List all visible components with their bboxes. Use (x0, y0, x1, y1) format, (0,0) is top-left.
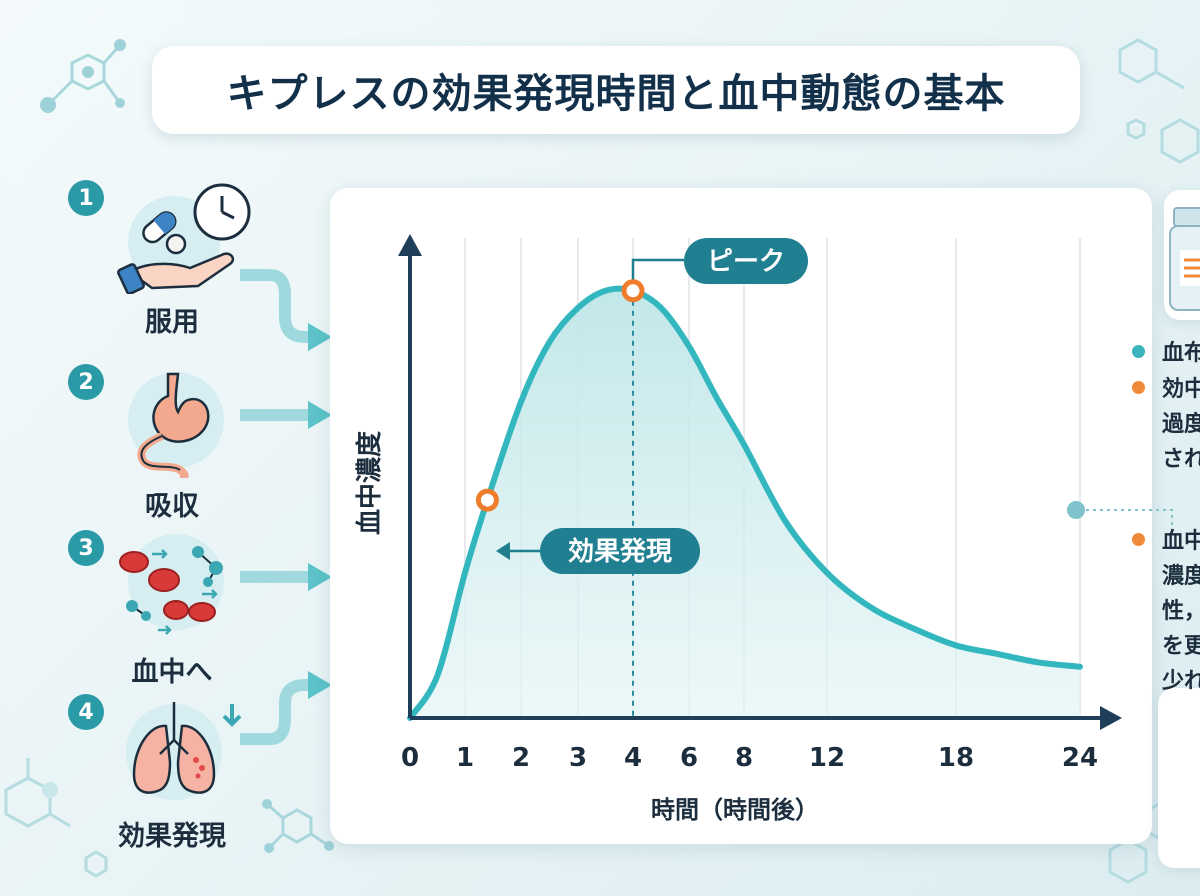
legend-text: 効中 過度 され (1162, 377, 1200, 472)
onset-marker (475, 488, 499, 512)
step-number-badge: 2 (68, 364, 104, 400)
legend-dot (1132, 533, 1145, 546)
step-label: 血中へ (131, 657, 213, 688)
step-intake: 1 服用 (60, 180, 290, 350)
step-label: 吸収 (145, 491, 199, 522)
x-tick-label: 3 (569, 743, 587, 773)
step-number-badge: 4 (68, 694, 104, 730)
step-onset: 4 効果発現 (60, 694, 290, 864)
x-tick-label: 6 (680, 743, 698, 773)
legend-dot (1132, 381, 1145, 394)
concentration-area (410, 288, 1080, 718)
x-tick-label: 8 (735, 743, 753, 773)
stomach-icon (128, 372, 224, 478)
x-tick-label: 24 (1062, 743, 1098, 773)
y-axis-label: 血中濃度 (354, 431, 385, 535)
hand-pill-clock-icon (117, 183, 251, 294)
step-label: 効果発現 (118, 821, 226, 852)
step-absorption: 2 吸収 (60, 364, 290, 534)
onset-label: 効果発現 (568, 536, 672, 567)
y-axis (398, 234, 422, 718)
lungs-icon (126, 702, 242, 800)
legend-text: 血中 濃度 性， を更 少れ (1162, 529, 1200, 694)
x-tick-label: 1 (456, 743, 474, 773)
x-tick-label: 18 (938, 743, 974, 773)
onset-annotation: 効果発現 (496, 528, 700, 574)
molecule-decoration-bottom-icon (262, 799, 334, 853)
arrow-step1-icon (240, 269, 311, 343)
connector-dot-icon (1067, 501, 1173, 528)
medicine-bottle-icon (1169, 207, 1200, 311)
x-tick-label: 2 (512, 743, 530, 773)
page-title: キプレスの効果発現時間と血中動態の基本 (226, 71, 1006, 117)
flow-arrows (240, 269, 332, 745)
legend-dot (1132, 345, 1145, 358)
concentration-time-chart: 0 1 2 3 4 6 8 12 18 24 血中濃度 時間（時間後） ピーク 効果発現 (354, 234, 1122, 824)
step-label: 服用 (145, 307, 199, 338)
medicine-bottle-card (1164, 190, 1200, 320)
title-banner: キプレスの効果発現時間と血中動態の基本 (152, 46, 1080, 134)
arrow-step4-icon (240, 679, 311, 745)
blood-cells-molecule-icon (119, 534, 224, 635)
step-number-badge: 3 (68, 530, 104, 566)
molecule-decoration-top-left-icon (40, 39, 126, 113)
x-axis (410, 706, 1122, 730)
peak-annotation: ピーク (624, 238, 808, 304)
x-tick-label: 4 (624, 743, 642, 773)
peak-label: ピーク (707, 247, 785, 277)
peak-marker (621, 279, 645, 303)
legend-text: 血布 (1162, 341, 1200, 366)
chart-panel: 0 1 2 3 4 6 8 12 18 24 血中濃度 時間（時間後） ピーク 効果発現 (330, 188, 1152, 844)
x-axis-label: 時間（時間後） (651, 796, 819, 824)
x-tick-label: 12 (809, 743, 845, 773)
molecule-decoration-bottom-left-icon (4, 758, 108, 878)
molecule-decoration-top-right-icon (1118, 38, 1200, 164)
step-bloodstream: 3 血中へ (60, 530, 290, 700)
info-card-bottom (1158, 688, 1200, 868)
x-tick-label: 0 (401, 743, 419, 773)
step-number-badge: 1 (68, 180, 104, 216)
